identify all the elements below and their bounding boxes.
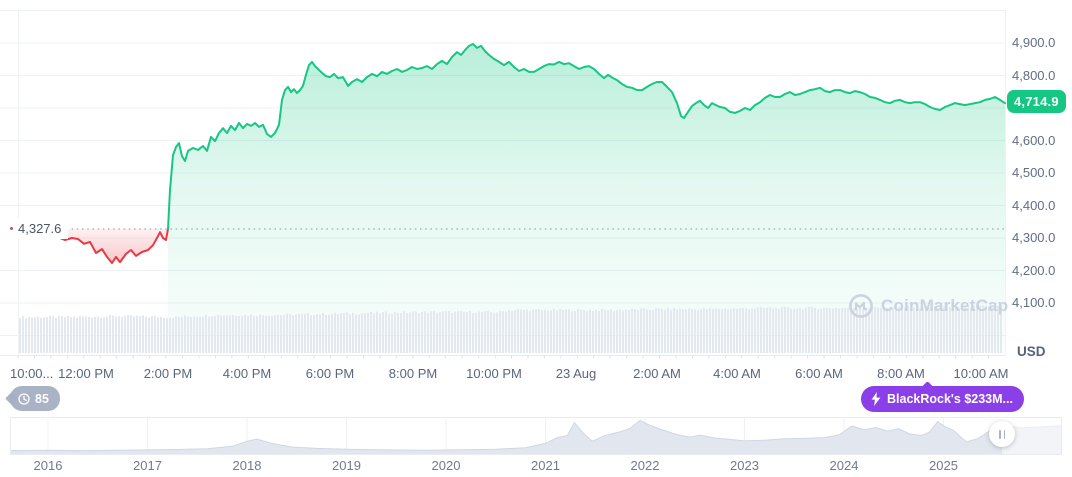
x-tick-label: 12:00 PM <box>58 366 114 381</box>
navigator-year-label: 2025 <box>929 458 958 473</box>
x-tick-label: 4:00 AM <box>713 366 761 381</box>
navigator-area <box>10 420 1062 455</box>
navigator-year-label: 2020 <box>431 458 461 473</box>
coinmarketcap-logo-icon <box>849 294 873 318</box>
history-count: 85 <box>35 391 49 406</box>
baseline-marker-dot <box>10 227 13 230</box>
x-tick-label: 2:00 PM <box>143 366 193 381</box>
x-tick-label: 6:00 AM <box>795 366 843 381</box>
news-label: BlackRock's $233M... <box>887 392 1013 406</box>
y-tick-label: 4,200.0 <box>1012 262 1056 278</box>
x-axis-minor-ticks <box>17 355 990 359</box>
y-tick-label: 4,300.0 <box>1012 230 1056 245</box>
navigator-year-label: 2024 <box>829 458 859 473</box>
navigator-year-label: 2017 <box>133 458 162 473</box>
navigator-year-label: 2018 <box>232 458 262 473</box>
navigator[interactable] <box>10 417 1062 455</box>
handle-grip-bar <box>999 429 1001 439</box>
navigator-year-label: 2019 <box>332 458 361 473</box>
navigator-handle[interactable] <box>989 421 1015 447</box>
navigator-year-label: 2021 <box>531 458 560 473</box>
x-tick-label: 6:00 PM <box>305 366 355 381</box>
x-tick-label: 23 Aug <box>555 366 597 381</box>
price-area-fills <box>20 44 1005 353</box>
history-clock-icon <box>18 392 30 405</box>
currency-unit-label: USD <box>1017 344 1046 359</box>
y-tick-label: 4,100.0 <box>1012 295 1056 310</box>
handle-grip-bar <box>1003 429 1005 439</box>
history-badge[interactable]: 85 <box>10 386 60 411</box>
price-line <box>19 43 1006 264</box>
lightning-icon <box>871 392 881 406</box>
x-tick-label: 2:00 AM <box>633 366 681 381</box>
x-tick-label: 8:00 AM <box>877 366 925 381</box>
news-badge[interactable]: BlackRock's $233M... <box>861 386 1024 412</box>
navigator-year-label: 2023 <box>730 458 759 473</box>
x-tick-label: 8:00 PM <box>388 366 438 381</box>
x-tick-label: 10:00 AM <box>953 366 1009 381</box>
x-tick-label: 10:00... <box>10 366 54 381</box>
watermark-text: CoinMarketCap <box>881 296 1009 315</box>
y-tick-label: 4,400.0 <box>1012 197 1056 213</box>
baseline-price-label: 4,327.6 <box>0 218 69 239</box>
x-tick-label: 10:00 PM <box>466 366 522 381</box>
navigator-year-label: 2022 <box>630 458 660 473</box>
y-tick-label: 4,600.0 <box>1012 132 1056 148</box>
navigator-year-label: 2016 <box>33 458 63 473</box>
y-tick-label: 4,800.0 <box>1012 67 1056 83</box>
x-tick-label: 4:00 PM <box>222 366 272 381</box>
current-price-badge: 4,714.9 <box>1007 90 1066 113</box>
baseline-price-value: 4,327.6 <box>18 221 62 236</box>
y-tick-label: 4,900.0 <box>1012 35 1056 50</box>
y-tick-label: 4,500.0 <box>1012 165 1056 180</box>
watermark: CoinMarketCap <box>848 293 1008 319</box>
volume-bars <box>19 305 1002 353</box>
